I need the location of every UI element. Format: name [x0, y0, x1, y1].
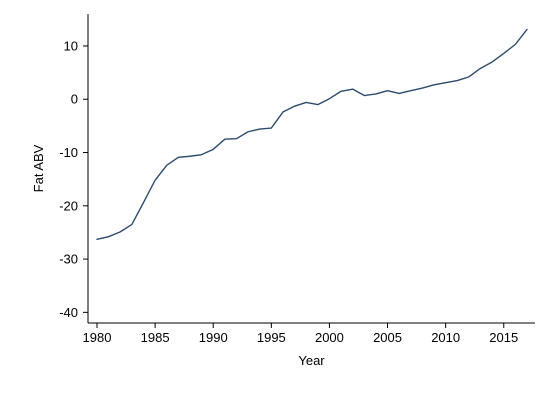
y-tick-label: -40 [59, 305, 78, 320]
x-axis-title: Year [298, 353, 325, 368]
y-tick-label: 0 [71, 92, 78, 107]
x-tick-label: 1980 [83, 330, 112, 345]
y-tick-label: -30 [59, 252, 78, 267]
y-tick-label: 10 [64, 38, 78, 53]
series-layer [96, 28, 528, 241]
axes [87, 14, 535, 324]
x-tick-label: 1985 [141, 330, 170, 345]
series-line [96, 28, 528, 241]
y-axis-ticks: 10 0 -10 -20 -30 -40 [59, 38, 88, 320]
x-tick-label: 2010 [431, 330, 460, 345]
x-axis-ticks: 1980 1985 1990 1995 2000 2005 2010 2015 [83, 323, 518, 345]
x-tick-label: 2015 [489, 330, 518, 345]
y-tick-label: -10 [59, 145, 78, 160]
x-tick-label: 2000 [315, 330, 344, 345]
y-tick-label: -20 [59, 198, 78, 213]
y-axis-title: Fat ABV [31, 144, 46, 192]
x-tick-label: 1995 [257, 330, 286, 345]
x-tick-label: 2005 [373, 330, 402, 345]
x-tick-label: 1990 [199, 330, 228, 345]
